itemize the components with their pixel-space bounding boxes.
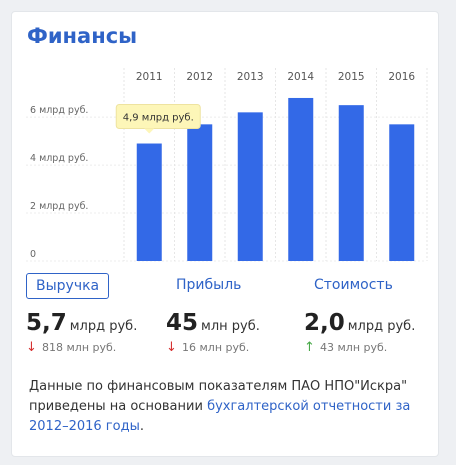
x-tick-label: 2014 <box>287 71 314 83</box>
source-note: Данные по финансовым показателям ПАО НПО… <box>29 377 429 437</box>
metric-delta: 43 млн руб. <box>320 341 388 354</box>
tab-value[interactable]: Стоимость <box>314 277 393 293</box>
metric-tabs: Выручка Прибыль Стоимость <box>26 273 436 299</box>
note-text: Данные по финансовым показателям ПАО НПО… <box>29 379 408 414</box>
bar-tooltip <box>115 104 201 130</box>
metric-delta: 818 млн руб. <box>42 341 117 354</box>
report-link[interactable]: бухгалтерской отчетности за 2012–2016 го… <box>29 399 411 434</box>
arrow-down-icon: ↓ <box>166 340 177 355</box>
revenue-bar-chart: 0 2 млрд руб. 4 млрд руб. 6 млрд руб. 2011 20… <box>26 68 428 262</box>
metric-revenue: 5,7 млрд руб. ↓ 818 млн руб. <box>26 310 137 355</box>
x-tick-label: 2013 <box>237 71 264 83</box>
arrow-down-icon: ↓ <box>26 340 37 355</box>
metric-value: 5,7 <box>26 310 67 336</box>
finances-card: Финансы 0 2 млрд руб. 4 млрд руб. 6 млрд ру… <box>11 11 439 457</box>
x-tick-label: 2012 <box>186 71 213 83</box>
y-tick-label: 6 млрд руб. <box>30 105 88 116</box>
tooltip-text: 4,9 млрд руб. <box>123 113 194 124</box>
metric-value: 45 <box>166 310 199 336</box>
bar-2013 <box>237 112 263 261</box>
tab-profit[interactable]: Прибыль <box>176 277 242 293</box>
metric-value: 2,0 <box>304 310 345 336</box>
bar-2011 <box>136 143 162 261</box>
x-tick-label: 2015 <box>338 71 365 83</box>
y-tick-label: 0 <box>30 249 36 260</box>
bar-2012 <box>187 124 213 262</box>
metric-delta: 16 млн руб. <box>182 341 250 354</box>
bar-2016 <box>389 124 415 262</box>
tooltip-pointer <box>144 128 155 134</box>
x-tick-label: 2011 <box>136 71 163 83</box>
tab-revenue[interactable]: Выручка <box>26 273 110 299</box>
card-title: Финансы <box>27 24 138 48</box>
metric-value-capital: 2,0 млрд руб. ↑ 43 млн руб. <box>304 310 415 355</box>
metric-unit: млрд руб. <box>347 319 416 334</box>
bar-2014 <box>288 97 314 261</box>
y-tick-label: 2 млрд руб. <box>30 201 88 212</box>
metric-unit: млн руб. <box>201 319 260 334</box>
arrow-up-icon: ↑ <box>304 340 315 355</box>
bar-2015 <box>338 105 364 262</box>
metric-unit: млрд руб. <box>69 319 138 334</box>
metric-profit: 45 млн руб. ↓ 16 млн руб. <box>166 310 260 355</box>
x-tick-label: 2016 <box>388 71 415 83</box>
y-tick-label: 4 млрд руб. <box>30 153 88 164</box>
note-tail: . <box>139 419 144 434</box>
